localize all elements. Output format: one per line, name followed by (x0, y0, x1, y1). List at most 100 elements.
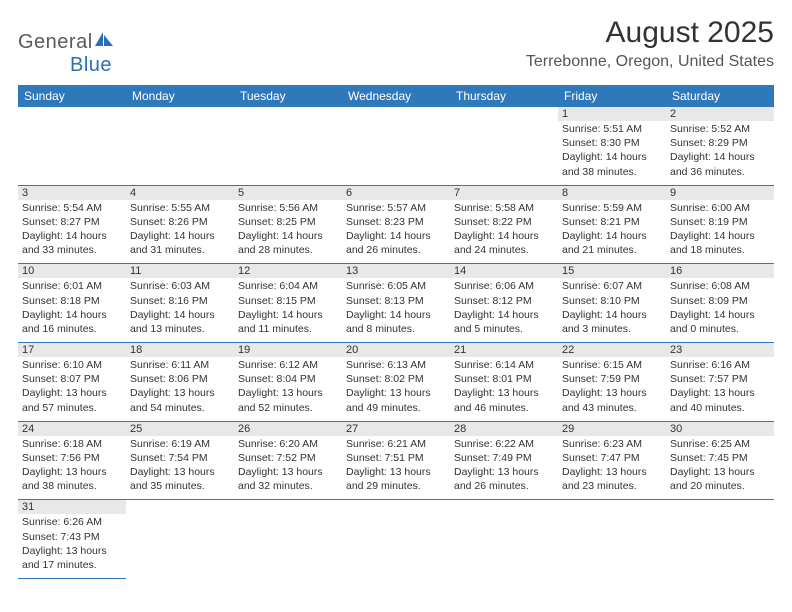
daylight-text: Daylight: 13 hours and 23 minutes. (562, 465, 662, 493)
day-number: 12 (234, 264, 342, 278)
daylight-text: Daylight: 13 hours and 57 minutes. (22, 386, 122, 414)
calendar-day-cell: 22Sunrise: 6:15 AMSunset: 7:59 PMDayligh… (558, 343, 666, 422)
sunrise-text: Sunrise: 6:26 AM (22, 515, 122, 529)
daylight-text: Daylight: 13 hours and 46 minutes. (454, 386, 554, 414)
calendar-day-cell: 31Sunrise: 6:26 AMSunset: 7:43 PMDayligh… (18, 500, 126, 579)
sunset-text: Sunset: 7:56 PM (22, 451, 122, 465)
day-details: Sunrise: 6:03 AMSunset: 8:16 PMDaylight:… (126, 278, 234, 342)
sunset-text: Sunset: 8:26 PM (130, 215, 230, 229)
calendar-day-cell: 10Sunrise: 6:01 AMSunset: 8:18 PMDayligh… (18, 264, 126, 343)
day-number: 5 (234, 186, 342, 200)
page-header: GeneralBlue August 2025 Terrebonne, Oreg… (18, 16, 774, 77)
calendar-day-cell: 1Sunrise: 5:51 AMSunset: 8:30 PMDaylight… (558, 107, 666, 185)
sunset-text: Sunset: 8:22 PM (454, 215, 554, 229)
weekday-header-row: Sunday Monday Tuesday Wednesday Thursday… (18, 85, 774, 107)
weekday-header: Sunday (18, 85, 126, 107)
day-number: 21 (450, 343, 558, 357)
daylight-text: Daylight: 14 hours and 26 minutes. (346, 229, 446, 257)
day-details: Sunrise: 6:15 AMSunset: 7:59 PMDaylight:… (558, 357, 666, 421)
calendar-week-row: 31Sunrise: 6:26 AMSunset: 7:43 PMDayligh… (18, 500, 774, 579)
day-number: 17 (18, 343, 126, 357)
calendar-day-cell: 26Sunrise: 6:20 AMSunset: 7:52 PMDayligh… (234, 421, 342, 500)
daylight-text: Daylight: 13 hours and 38 minutes. (22, 465, 122, 493)
daylight-text: Daylight: 14 hours and 28 minutes. (238, 229, 338, 257)
calendar-day-cell: 6Sunrise: 5:57 AMSunset: 8:23 PMDaylight… (342, 185, 450, 264)
calendar-day-cell: 28Sunrise: 6:22 AMSunset: 7:49 PMDayligh… (450, 421, 558, 500)
sunrise-text: Sunrise: 6:08 AM (670, 279, 770, 293)
daylight-text: Daylight: 13 hours and 35 minutes. (130, 465, 230, 493)
day-details: Sunrise: 6:21 AMSunset: 7:51 PMDaylight:… (342, 436, 450, 500)
brand-name-part1: General (18, 31, 93, 53)
calendar-day-cell: 19Sunrise: 6:12 AMSunset: 8:04 PMDayligh… (234, 343, 342, 422)
day-details: Sunrise: 5:57 AMSunset: 8:23 PMDaylight:… (342, 200, 450, 264)
sunrise-text: Sunrise: 5:59 AM (562, 201, 662, 215)
calendar-day-cell: 24Sunrise: 6:18 AMSunset: 7:56 PMDayligh… (18, 421, 126, 500)
calendar-day-cell: 8Sunrise: 5:59 AMSunset: 8:21 PMDaylight… (558, 185, 666, 264)
calendar-day-cell: 12Sunrise: 6:04 AMSunset: 8:15 PMDayligh… (234, 264, 342, 343)
sunset-text: Sunset: 8:30 PM (562, 136, 662, 150)
day-number: 1 (558, 107, 666, 121)
day-details: Sunrise: 6:00 AMSunset: 8:19 PMDaylight:… (666, 200, 774, 264)
calendar-day-cell: 7Sunrise: 5:58 AMSunset: 8:22 PMDaylight… (450, 185, 558, 264)
calendar-day-cell: 13Sunrise: 6:05 AMSunset: 8:13 PMDayligh… (342, 264, 450, 343)
daylight-text: Daylight: 13 hours and 32 minutes. (238, 465, 338, 493)
sunset-text: Sunset: 7:43 PM (22, 530, 122, 544)
sunrise-text: Sunrise: 6:04 AM (238, 279, 338, 293)
day-number: 22 (558, 343, 666, 357)
calendar-day-cell: 29Sunrise: 6:23 AMSunset: 7:47 PMDayligh… (558, 421, 666, 500)
day-number: 9 (666, 186, 774, 200)
daylight-text: Daylight: 13 hours and 20 minutes. (670, 465, 770, 493)
location-text: Terrebonne, Oregon, United States (526, 53, 774, 71)
day-number: 26 (234, 422, 342, 436)
calendar-day-cell: 16Sunrise: 6:08 AMSunset: 8:09 PMDayligh… (666, 264, 774, 343)
day-details: Sunrise: 6:13 AMSunset: 8:02 PMDaylight:… (342, 357, 450, 421)
sunrise-text: Sunrise: 6:03 AM (130, 279, 230, 293)
day-number: 24 (18, 422, 126, 436)
calendar-body: 1Sunrise: 5:51 AMSunset: 8:30 PMDaylight… (18, 107, 774, 579)
day-details: Sunrise: 5:52 AMSunset: 8:29 PMDaylight:… (666, 121, 774, 185)
sunrise-text: Sunrise: 6:14 AM (454, 358, 554, 372)
daylight-text: Daylight: 14 hours and 18 minutes. (670, 229, 770, 257)
calendar-day-cell: 4Sunrise: 5:55 AMSunset: 8:26 PMDaylight… (126, 185, 234, 264)
day-details: Sunrise: 6:14 AMSunset: 8:01 PMDaylight:… (450, 357, 558, 421)
sunrise-text: Sunrise: 5:58 AM (454, 201, 554, 215)
sunset-text: Sunset: 8:23 PM (346, 215, 446, 229)
sunset-text: Sunset: 8:29 PM (670, 136, 770, 150)
weekday-header: Thursday (450, 85, 558, 107)
calendar-day-cell: 18Sunrise: 6:11 AMSunset: 8:06 PMDayligh… (126, 343, 234, 422)
sunset-text: Sunset: 7:45 PM (670, 451, 770, 465)
sunset-text: Sunset: 8:18 PM (22, 294, 122, 308)
sunset-text: Sunset: 8:21 PM (562, 215, 662, 229)
day-number: 28 (450, 422, 558, 436)
daylight-text: Daylight: 14 hours and 21 minutes. (562, 229, 662, 257)
day-details: Sunrise: 6:25 AMSunset: 7:45 PMDaylight:… (666, 436, 774, 500)
sunrise-text: Sunrise: 6:12 AM (238, 358, 338, 372)
day-details: Sunrise: 6:10 AMSunset: 8:07 PMDaylight:… (18, 357, 126, 421)
day-number: 7 (450, 186, 558, 200)
sunrise-text: Sunrise: 6:21 AM (346, 437, 446, 451)
day-number: 19 (234, 343, 342, 357)
day-details: Sunrise: 6:19 AMSunset: 7:54 PMDaylight:… (126, 436, 234, 500)
daylight-text: Daylight: 14 hours and 36 minutes. (670, 150, 770, 178)
calendar-day-cell: 14Sunrise: 6:06 AMSunset: 8:12 PMDayligh… (450, 264, 558, 343)
day-details: Sunrise: 5:51 AMSunset: 8:30 PMDaylight:… (558, 121, 666, 185)
calendar-day-cell: 17Sunrise: 6:10 AMSunset: 8:07 PMDayligh… (18, 343, 126, 422)
daylight-text: Daylight: 13 hours and 43 minutes. (562, 386, 662, 414)
day-number: 20 (342, 343, 450, 357)
day-number: 3 (18, 186, 126, 200)
weekday-header: Tuesday (234, 85, 342, 107)
day-number: 18 (126, 343, 234, 357)
calendar-day-cell (342, 500, 450, 579)
day-details: Sunrise: 6:11 AMSunset: 8:06 PMDaylight:… (126, 357, 234, 421)
title-block: August 2025 Terrebonne, Oregon, United S… (526, 16, 774, 71)
day-details: Sunrise: 6:07 AMSunset: 8:10 PMDaylight:… (558, 278, 666, 342)
sunrise-text: Sunrise: 6:19 AM (130, 437, 230, 451)
sunset-text: Sunset: 8:27 PM (22, 215, 122, 229)
month-title: August 2025 (526, 16, 774, 50)
daylight-text: Daylight: 13 hours and 54 minutes. (130, 386, 230, 414)
sunset-text: Sunset: 7:47 PM (562, 451, 662, 465)
sunset-text: Sunset: 8:25 PM (238, 215, 338, 229)
sunrise-text: Sunrise: 6:18 AM (22, 437, 122, 451)
calendar-day-cell: 23Sunrise: 6:16 AMSunset: 7:57 PMDayligh… (666, 343, 774, 422)
calendar-day-cell (558, 500, 666, 579)
